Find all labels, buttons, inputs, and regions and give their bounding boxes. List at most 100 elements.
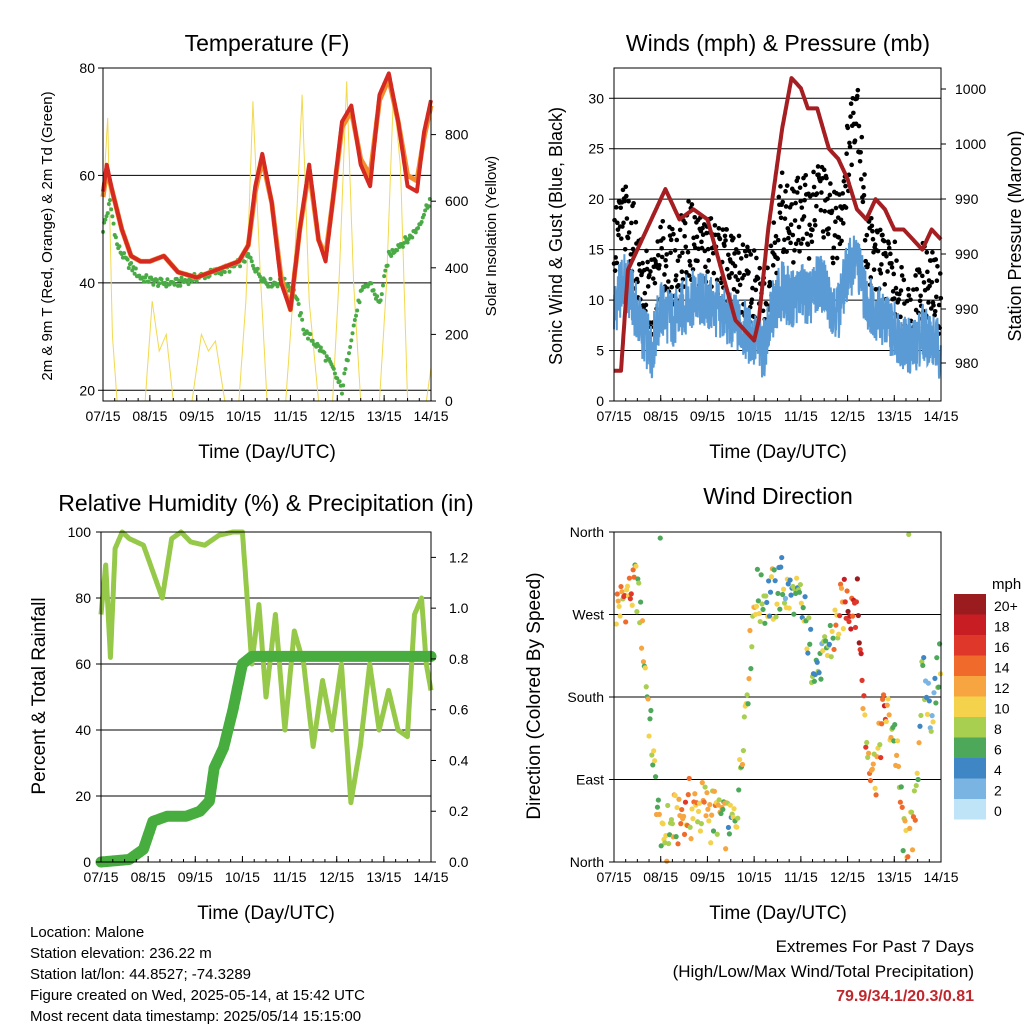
colorbar-label: 10: [994, 701, 1010, 717]
gust-point: [861, 192, 867, 198]
dewpoint-point: [242, 259, 247, 264]
gust-point: [855, 87, 861, 93]
dewpoint-point: [405, 240, 410, 245]
direction-point: [697, 828, 704, 834]
winds-panel: Winds (mph) & Pressure (mb) Time (Day/UT…: [546, 30, 1024, 463]
direction-point: [918, 712, 924, 719]
dewpoint-point: [416, 226, 421, 231]
gust-point: [626, 198, 631, 204]
station-elevation: Station elevation: 236.22 m: [30, 945, 212, 962]
direction-point: [830, 635, 836, 641]
direction-point: [660, 821, 666, 827]
direction-point: [779, 554, 785, 561]
direction-point: [737, 756, 743, 763]
gust-point: [925, 269, 930, 275]
gust-point: [858, 150, 863, 155]
winds-title: Winds (mph) & Pressure (mb): [626, 30, 930, 56]
gust-point: [648, 269, 653, 274]
gust-point: [736, 233, 742, 239]
direction-point: [687, 824, 693, 830]
gust-point: [660, 218, 666, 224]
humidity-x-tick-label: 11/15: [273, 869, 307, 885]
dewpoint-point: [142, 279, 146, 284]
gust-point: [630, 246, 636, 252]
gust-point: [705, 246, 711, 252]
pressure-y-tick-label: 990: [955, 301, 979, 317]
direction-plot-frame: [613, 531, 942, 863]
dewpoint-point: [246, 251, 251, 256]
gust-point: [913, 273, 918, 278]
winds-x-tick-label: 07/15: [596, 408, 631, 424]
gust-point: [798, 241, 804, 246]
dewpoint-point: [375, 294, 380, 299]
dewpoint-point: [419, 220, 424, 225]
direction-point: [639, 618, 646, 624]
direction-point: [857, 647, 863, 653]
dewpoint-point: [159, 277, 164, 282]
gust-point: [827, 192, 833, 198]
direction-point: [908, 809, 915, 815]
direction-point: [884, 702, 890, 708]
gust-point: [920, 273, 925, 279]
gust-point: [711, 270, 717, 276]
direction-point: [636, 580, 642, 586]
direction-point: [701, 799, 707, 805]
gust-point: [877, 227, 883, 233]
direction-point: [630, 567, 636, 573]
dewpoint-point: [335, 376, 340, 381]
direction-y-tick-label: South: [567, 689, 604, 705]
temp-y-tick-label: 20: [79, 382, 95, 398]
direction-point: [837, 613, 843, 619]
dewpoint-point: [111, 221, 116, 226]
gust-point: [731, 286, 737, 292]
dewpoint-point: [249, 259, 254, 264]
direction-point: [708, 840, 714, 846]
dewpoint-point: [348, 344, 353, 349]
gust-point: [783, 204, 789, 209]
gust-point: [642, 290, 648, 296]
winds-y-tick-label: 25: [588, 141, 604, 157]
gust-point: [858, 176, 864, 182]
direction-point: [747, 627, 753, 634]
gust-point: [870, 236, 876, 242]
direction-point: [629, 602, 635, 608]
direction-point: [898, 784, 904, 790]
gust-point: [782, 237, 787, 243]
gust-point: [742, 248, 748, 254]
dewpoint-point: [108, 198, 113, 203]
gust-point: [838, 217, 844, 223]
gust-point: [825, 196, 830, 202]
pressure-line: [612, 76, 943, 373]
gust-point: [645, 284, 651, 289]
dewpoint-point: [423, 208, 428, 213]
direction-point: [666, 840, 672, 847]
direction-point: [818, 676, 824, 682]
gust-point: [740, 242, 746, 247]
direction-point: [880, 692, 887, 698]
temp-2m-series: [101, 71, 433, 312]
gust-point: [666, 279, 671, 284]
direction-point: [870, 761, 876, 767]
gust-point: [706, 258, 712, 263]
temperature-x-tick-label: 09/15: [179, 408, 214, 424]
direction-points: [613, 531, 944, 864]
gust-point: [889, 260, 894, 266]
direction-point: [650, 762, 656, 768]
gust-point: [934, 294, 939, 300]
temperature-xlabel: Time (Day/UTC): [198, 442, 336, 463]
direction-point: [711, 788, 718, 794]
direction-point: [726, 831, 732, 837]
direction-point: [706, 818, 712, 824]
humidity-x-tick-label: 10/15: [225, 869, 260, 885]
dewpoint-point: [125, 257, 130, 262]
precip-y-tick-label: 0.4: [449, 752, 469, 768]
gust-point: [737, 282, 743, 288]
direction-point: [841, 576, 847, 582]
direction-point: [804, 646, 810, 652]
direction-point: [707, 802, 713, 808]
gust-point: [787, 230, 792, 236]
direction-point: [781, 600, 788, 606]
direction-point: [869, 766, 875, 772]
dewpoint-point: [324, 354, 329, 359]
